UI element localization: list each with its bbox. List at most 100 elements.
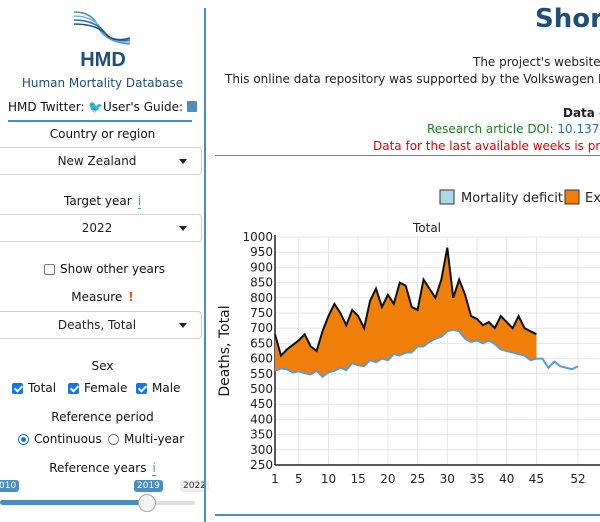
y-tick-label: 600	[250, 352, 273, 366]
sex-male-checkbox[interactable]: Male	[136, 381, 180, 395]
slider-max-tag: 2022	[180, 480, 209, 492]
hmd-logo: HMD	[72, 8, 134, 70]
book-icon[interactable]	[186, 101, 197, 112]
legend-label-excess: Ex	[585, 191, 600, 206]
legend-swatch-deficit	[439, 189, 455, 205]
doi-label: Research article DOI:	[427, 122, 558, 136]
show-other-years-label: Show other years	[60, 262, 165, 276]
y-tick-label: 400	[250, 412, 273, 426]
y-tick-label: 500	[250, 382, 273, 396]
sidebar-divider	[204, 8, 206, 522]
y-axis-label: Deaths, Total	[217, 305, 233, 396]
sidebar: HMD Human Mortality Database HMD Twitter…	[0, 0, 209, 522]
sex-male-label: Male	[152, 381, 181, 395]
x-tick-label: 40	[499, 472, 514, 486]
x-tick-label: 15	[351, 472, 366, 486]
x-tick-label: 20	[380, 472, 395, 486]
measure-label: Measure	[71, 290, 123, 304]
chart-title: Total	[412, 221, 441, 235]
y-tick-label: 950	[250, 245, 273, 259]
show-other-years-checkbox[interactable]: Show other years	[44, 262, 165, 276]
header-divider	[215, 155, 600, 156]
x-tick-label: 30	[440, 472, 455, 486]
ref-period-multiyear-radio[interactable]: Multi-year	[108, 432, 184, 446]
legend-swatch-excess	[564, 189, 580, 205]
twitter-label: HMD Twitter:	[8, 100, 85, 114]
logo-text: HMD	[80, 49, 126, 70]
target-year-select[interactable]: 2022	[0, 214, 202, 242]
target-year-label-row: Target year i	[0, 194, 205, 209]
y-tick-label: 300	[250, 443, 273, 457]
x-tick-label: 45	[529, 472, 544, 486]
warning-line: Data for the last available weeks is pre…	[373, 139, 600, 153]
doi-link[interactable]: 10.1371/jo	[557, 122, 600, 136]
deaths-line	[274, 247, 537, 358]
slider-handle[interactable]	[138, 494, 156, 512]
excess-area	[275, 247, 537, 377]
legend-label-deficit: Mortality deficit	[461, 191, 563, 206]
radio-icon[interactable]	[108, 433, 119, 445]
divider	[8, 120, 192, 122]
y-tick-label: 650	[250, 336, 273, 350]
chevron-down-icon	[179, 159, 187, 164]
twitter-icon[interactable]: 🐦	[88, 100, 104, 114]
x-tick-label: 1	[271, 472, 279, 486]
y-tick-label: 750	[250, 306, 273, 320]
website-line: The project's website: H	[473, 55, 600, 69]
measure-label-row: Measure!	[0, 290, 205, 304]
slider-track[interactable]	[0, 500, 143, 505]
twitter-link[interactable]: HMD Twitter: 🐦	[8, 100, 103, 114]
target-year-value: 2022	[81, 221, 113, 235]
x-tick-label: 25	[410, 472, 425, 486]
ref-years-label: Reference years	[49, 461, 147, 475]
checkbox-checked-icon[interactable]	[12, 382, 23, 394]
country-select[interactable]: New Zealand	[0, 147, 202, 175]
y-tick-label: 450	[250, 397, 273, 411]
doi-line: Research article DOI: 10.1371/jo	[427, 122, 600, 136]
x-tick-label: 5	[295, 472, 303, 486]
sex-female-checkbox[interactable]: Female	[68, 381, 127, 395]
y-tick-label: 850	[250, 276, 273, 290]
ref-period-continuous-radio[interactable]: Continuous	[18, 432, 102, 446]
x-tick-label: 10	[321, 472, 336, 486]
y-tick-label: 800	[250, 291, 273, 305]
guide-label: User's Guide:	[103, 100, 183, 114]
ref-years-label-row: Reference years i	[0, 461, 205, 476]
y-tick-label: 250	[250, 458, 273, 472]
y-tick-label: 1000	[242, 230, 273, 244]
chevron-down-icon	[179, 323, 187, 328]
slider-rest-track	[150, 501, 195, 505]
y-tick-label: 700	[250, 321, 273, 335]
measure-select[interactable]: Deaths, Total	[0, 311, 202, 339]
country-value: New Zealand	[57, 154, 137, 168]
sex-total-checkbox[interactable]: Total	[12, 381, 56, 395]
checkbox-icon[interactable]	[44, 263, 55, 275]
ref-period-label: Reference period	[51, 410, 154, 424]
measure-value: Deaths, Total	[57, 318, 137, 332]
baseline-line	[274, 328, 579, 379]
x-tick-label: 52	[570, 472, 585, 486]
sex-female-label: Female	[84, 381, 128, 395]
radio-selected-icon[interactable]	[18, 433, 29, 445]
x-tick-label: 35	[469, 472, 484, 486]
data-line: Data d	[563, 106, 600, 120]
chevron-down-icon	[179, 226, 187, 231]
support-line: This online data repository was supporte…	[225, 72, 600, 86]
slider-from-tag: 010	[0, 480, 20, 492]
y-tick-label: 350	[250, 428, 273, 442]
users-guide-link[interactable]: User's Guide:	[103, 100, 197, 114]
y-tick-label: 900	[250, 260, 273, 274]
info-icon[interactable]: i	[137, 194, 142, 209]
multiyear-label: Multi-year	[124, 432, 185, 446]
checkbox-checked-icon[interactable]	[68, 382, 79, 394]
warning-icon[interactable]: !	[128, 290, 134, 304]
site-subtitle: Human Mortality Database	[21, 76, 184, 90]
sex-label: Sex	[91, 359, 114, 373]
checkbox-checked-icon[interactable]	[136, 382, 147, 394]
y-tick-label: 550	[250, 367, 273, 381]
target-year-label: Target year	[63, 194, 132, 208]
info-icon[interactable]: i	[152, 461, 156, 476]
bottom-divider	[215, 514, 600, 516]
slider-to-tag: 2019	[134, 480, 163, 492]
